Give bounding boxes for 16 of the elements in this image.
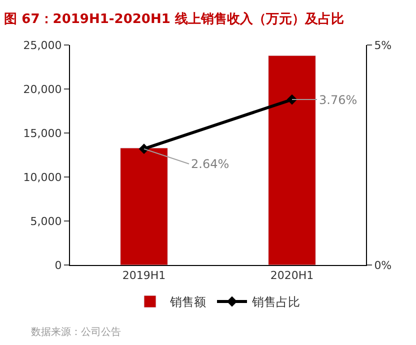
y-tick-label: 5,000 — [30, 214, 62, 228]
data-label: 2.64% — [191, 157, 230, 171]
y-tick-label: 20,000 — [23, 82, 62, 96]
y-tick-label: 10,000 — [23, 170, 62, 184]
x-tick-label: 2019H1 — [122, 269, 166, 282]
y-tick-label: 15,000 — [23, 126, 62, 140]
legend-label: 销售额 — [169, 295, 206, 310]
legend-label: 销售占比 — [251, 295, 300, 310]
x-tick-label: 2020H1 — [270, 269, 314, 282]
chart-title: 图 67：2019H1-2020H1 线上销售收入（万元）及占比 — [4, 10, 344, 27]
y2-tick-label: 5% — [374, 38, 392, 52]
data-label: 3.76% — [319, 93, 358, 107]
y-tick-label: 0 — [54, 258, 62, 272]
y2-tick-label: 0% — [374, 258, 392, 272]
y-tick-label: 25,000 — [23, 38, 62, 52]
source-note: 数据来源：公司公告 — [31, 326, 121, 338]
